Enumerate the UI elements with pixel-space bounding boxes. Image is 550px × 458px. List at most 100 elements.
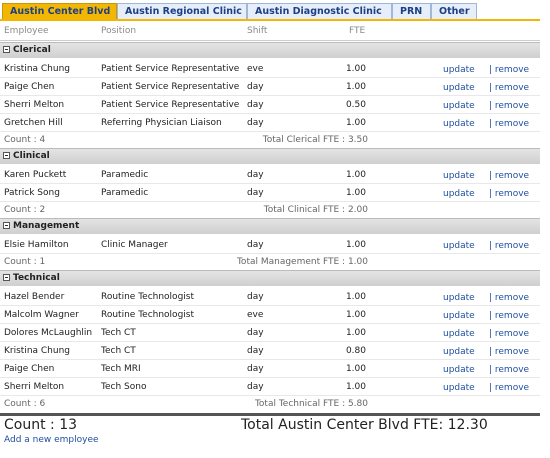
group-count: Count : 2 <box>4 205 46 215</box>
remove-link[interactable]: | remove <box>489 119 530 129</box>
employee-name: Elsie Hamilton <box>4 240 69 250</box>
group-count: Count : 4 <box>4 135 46 145</box>
employee-name: Sherri Melton <box>4 382 65 392</box>
collapse-icon[interactable] <box>3 222 10 229</box>
update-link[interactable]: update <box>443 83 475 93</box>
shift: day <box>247 382 264 392</box>
shift: day <box>247 82 264 92</box>
remove-link[interactable]: | remove <box>489 189 530 199</box>
row-separator <box>0 253 540 254</box>
row-separator <box>0 359 540 360</box>
shift: day <box>247 188 264 198</box>
position: Clinic Manager <box>101 240 168 250</box>
update-link[interactable]: update <box>443 347 475 357</box>
tab[interactable]: Austin Diagnostic Clinic <box>247 3 392 20</box>
remove-link[interactable]: | remove <box>489 241 530 251</box>
employee-name: Sherri Melton <box>4 100 65 110</box>
update-link[interactable]: update <box>443 329 475 339</box>
position: Tech CT <box>101 346 136 356</box>
fte: 1.00 <box>345 64 366 74</box>
update-link[interactable]: update <box>443 383 475 393</box>
header-line <box>0 40 540 41</box>
position: Tech Sono <box>101 382 147 392</box>
group-count: Count : 6 <box>4 399 46 409</box>
update-link[interactable]: update <box>443 189 475 199</box>
position: Paramedic <box>101 188 149 198</box>
footer-rule <box>0 413 540 416</box>
tab[interactable]: Austin Center Blvd <box>2 3 117 20</box>
update-link[interactable]: update <box>443 311 475 321</box>
fte: 1.00 <box>345 310 366 320</box>
group-header[interactable]: Technical <box>0 270 540 286</box>
row-separator <box>0 323 540 324</box>
remove-link[interactable]: | remove <box>489 311 530 321</box>
shift: day <box>247 170 264 180</box>
group-count: Count : 1 <box>4 257 46 267</box>
tab[interactable]: PRN <box>392 3 431 20</box>
row-separator <box>0 377 540 378</box>
remove-link[interactable]: | remove <box>489 293 530 303</box>
shift: eve <box>247 310 264 320</box>
update-link[interactable]: update <box>443 119 475 129</box>
row-separator <box>0 201 540 202</box>
update-link[interactable]: update <box>443 65 475 75</box>
shift: day <box>247 118 264 128</box>
fte: 1.00 <box>345 292 366 302</box>
shift: day <box>247 328 264 338</box>
collapse-icon[interactable] <box>3 152 10 159</box>
position: Patient Service Representative <box>101 100 240 110</box>
employee-name: Hazel Bender <box>4 292 65 302</box>
shift: day <box>247 346 264 356</box>
remove-link[interactable]: | remove <box>489 83 530 93</box>
update-link[interactable]: update <box>443 293 475 303</box>
update-link[interactable]: update <box>443 171 475 181</box>
add-employee-link[interactable]: Add a new employee <box>4 435 99 445</box>
tab[interactable]: Other <box>431 3 477 20</box>
group-total: Total Clerical FTE : 3.50 <box>262 135 368 145</box>
collapse-icon[interactable] <box>3 274 10 281</box>
position: Tech MRI <box>101 364 141 374</box>
update-link[interactable]: update <box>443 365 475 375</box>
position: Referring Physician Liaison <box>101 118 222 128</box>
fte: 1.00 <box>345 170 366 180</box>
group-header[interactable]: Management <box>0 218 540 234</box>
tab[interactable]: Austin Regional Clinic <box>117 3 247 20</box>
employee-name: Dolores McLaughlin <box>4 328 93 338</box>
row-separator <box>0 131 540 132</box>
employee-name: Malcolm Wagner <box>4 310 79 320</box>
remove-link[interactable]: | remove <box>489 383 530 393</box>
employee-name: Kristina Chung <box>4 346 71 356</box>
column-header: Employee <box>4 26 49 36</box>
remove-link[interactable]: | remove <box>489 365 530 375</box>
position: Routine Technologist <box>101 310 194 320</box>
remove-link[interactable]: | remove <box>489 65 530 75</box>
row-separator <box>0 77 540 78</box>
row-separator <box>0 305 540 306</box>
fte: 0.80 <box>345 346 366 356</box>
update-link[interactable]: update <box>443 101 475 111</box>
group-total: Total Technical FTE : 5.80 <box>254 399 368 409</box>
collapse-icon[interactable] <box>3 46 10 53</box>
shift: eve <box>247 64 264 74</box>
fte: 1.00 <box>345 240 366 250</box>
remove-link[interactable]: | remove <box>489 347 530 357</box>
position: Paramedic <box>101 170 149 180</box>
employee-name: Paige Chen <box>4 364 55 374</box>
employee-name: Kristina Chung <box>4 64 71 74</box>
column-header: Position <box>101 26 137 36</box>
remove-link[interactable]: | remove <box>489 171 530 181</box>
column-header: FTE <box>349 26 366 36</box>
shift: day <box>247 364 264 374</box>
group-header[interactable]: Clinical <box>0 148 540 164</box>
update-link[interactable]: update <box>443 241 475 251</box>
column-header: Shift <box>247 26 268 36</box>
fte: 1.00 <box>345 118 366 128</box>
fte: 1.00 <box>345 328 366 338</box>
remove-link[interactable]: | remove <box>489 329 530 339</box>
fte: 1.00 <box>345 382 366 392</box>
tab-underline <box>0 19 540 21</box>
group-header[interactable]: Clerical <box>0 42 540 58</box>
row-separator <box>0 113 540 114</box>
remove-link[interactable]: | remove <box>489 101 530 111</box>
shift: day <box>247 292 264 302</box>
